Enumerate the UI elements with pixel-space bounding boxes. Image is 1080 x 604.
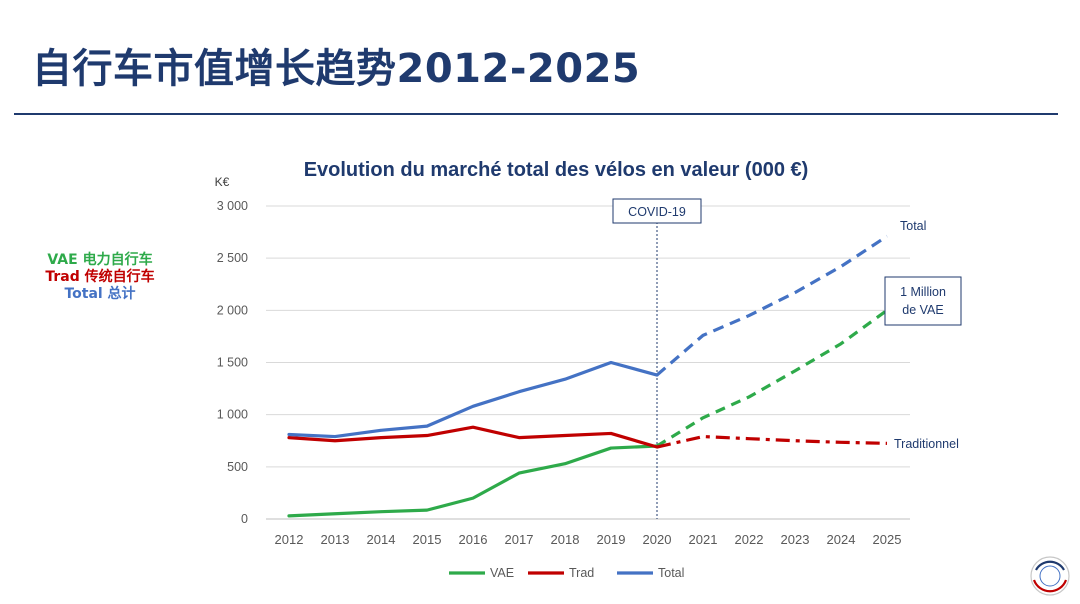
series-key-note: VAE 电力自行车 Trad 传统自行车 Total 总计 — [20, 252, 180, 303]
series-total-actual — [287, 360, 659, 439]
series-vae-actual — [287, 444, 659, 518]
x-tick-label: 2025 — [873, 532, 902, 547]
y-tick-label: 1 500 — [217, 356, 248, 370]
x-tick-label: 2021 — [689, 532, 718, 547]
x-tick-label: 2018 — [551, 532, 580, 547]
million-label-line: de VAE — [902, 303, 943, 317]
y-tick-label: 2 000 — [217, 303, 248, 317]
key-total: Total 总计 — [64, 286, 136, 302]
x-tick-label: 2019 — [597, 532, 626, 547]
series-vae-forecast — [656, 309, 888, 448]
traditionnel-end-label: Traditionnel — [894, 437, 959, 451]
covid-label-box — [612, 198, 702, 224]
million-label-box — [884, 276, 962, 326]
legend-label-total: Total — [658, 566, 684, 580]
y-tick-label: 3 000 — [217, 199, 248, 213]
x-tick-label: 2013 — [321, 532, 350, 547]
x-tick-label: 2023 — [781, 532, 810, 547]
key-trad: Trad 传统自行车 — [45, 269, 155, 285]
total-end-label: Total — [900, 219, 926, 233]
page-title: 自行车市值增长趋势2012-2025 — [32, 46, 641, 92]
legend-label-vae: VAE — [490, 566, 514, 580]
y-tick-label: 0 — [241, 512, 248, 526]
x-tick-label: 2012 — [275, 532, 304, 547]
brand-logo — [1030, 556, 1070, 596]
title-divider — [14, 113, 1058, 115]
x-tick-label: 2022 — [735, 532, 764, 547]
y-tick-label: 1 000 — [217, 408, 248, 422]
series-trad-forecast — [656, 434, 888, 449]
chart-title: Evolution du marché total des vélos en v… — [304, 159, 809, 181]
covid-label: COVID-19 — [628, 205, 686, 219]
y-tick-label: 2 500 — [217, 251, 248, 265]
million-label-line: 1 Million — [900, 285, 946, 299]
x-tick-label: 2020 — [643, 532, 672, 547]
series-total-forecast — [655, 234, 888, 377]
legend-label-trad: Trad — [569, 566, 594, 580]
x-tick-label: 2014 — [367, 532, 396, 547]
x-tick-label: 2017 — [505, 532, 534, 547]
series-trad-actual — [287, 425, 659, 449]
x-tick-label: 2015 — [413, 532, 442, 547]
y-tick-label: 500 — [227, 460, 248, 474]
y-axis-unit: K€ — [215, 175, 230, 189]
x-tick-label: 2016 — [459, 532, 488, 547]
key-vae: VAE 电力自行车 — [47, 252, 153, 268]
x-tick-label: 2024 — [827, 532, 856, 547]
